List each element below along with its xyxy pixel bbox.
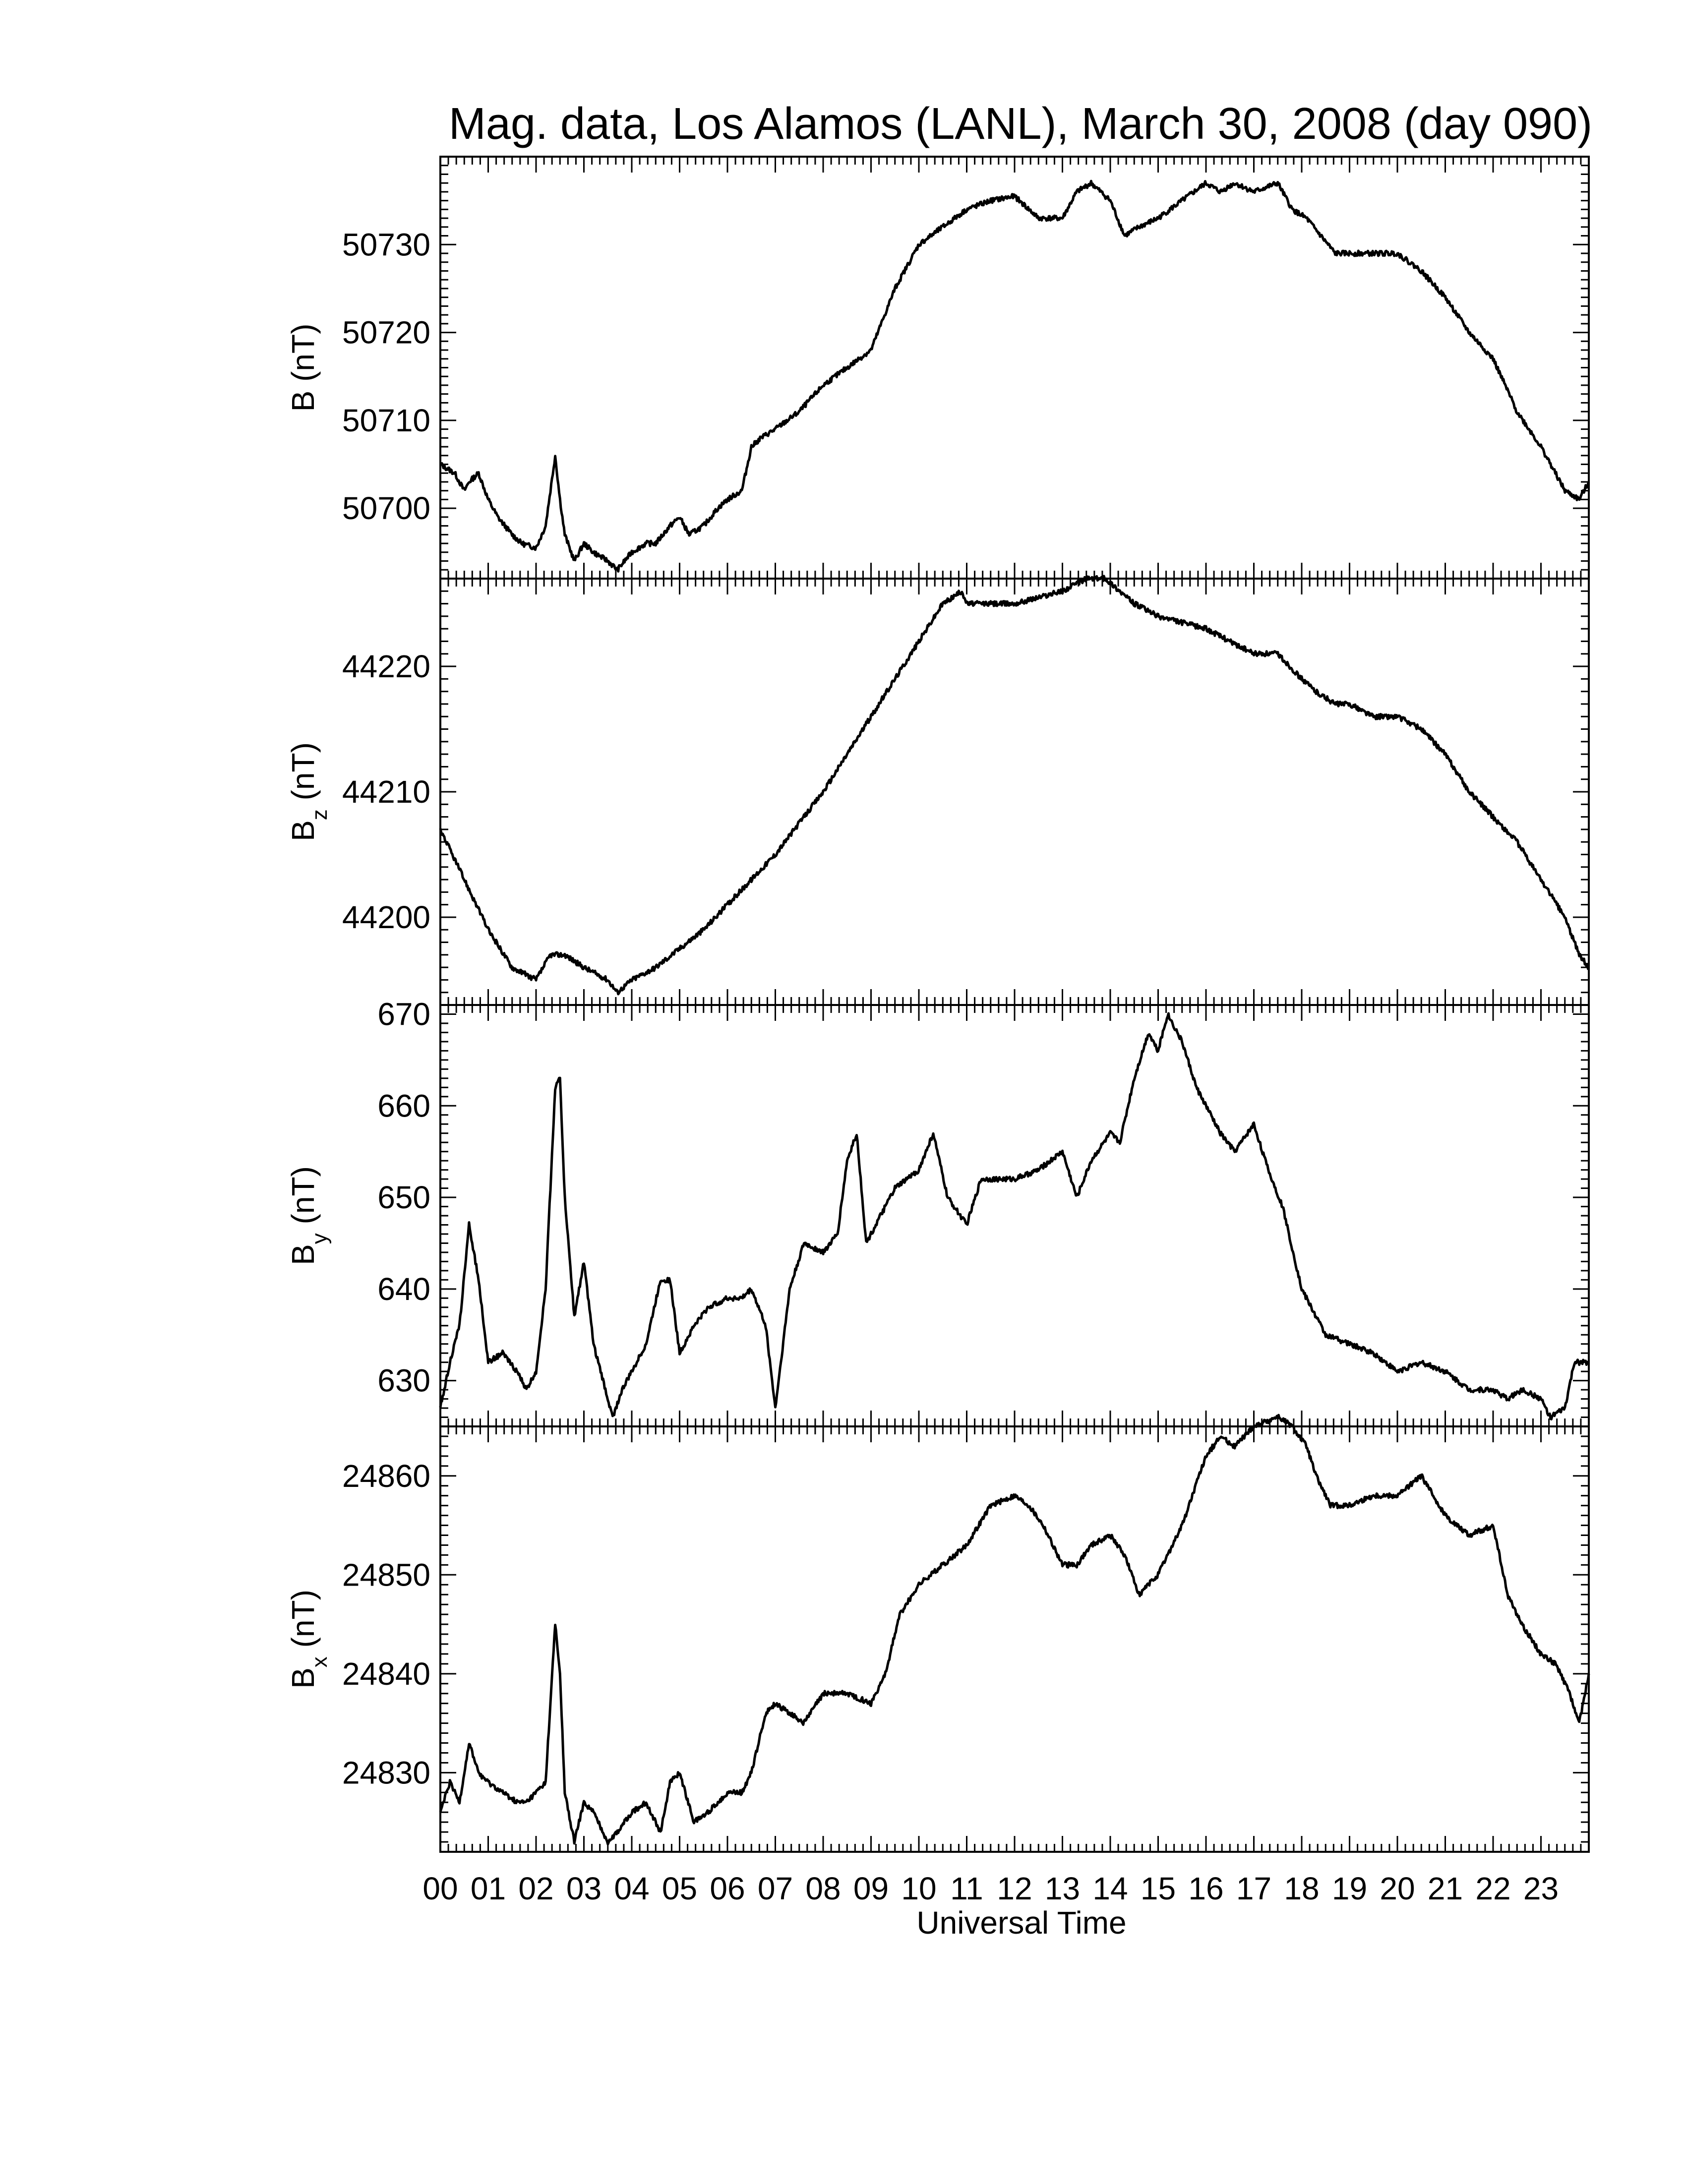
y-tick-label-bz: 44200 <box>342 899 430 935</box>
x-axis-title: Universal Time <box>916 1905 1126 1941</box>
y-axis-title-b-total: B (nT) <box>285 324 321 412</box>
y-tick-label-b-total: 50700 <box>342 490 430 526</box>
x-tick-label: 20 <box>1380 1871 1415 1906</box>
x-tick-label: 19 <box>1332 1871 1367 1906</box>
x-tick-label: 10 <box>901 1871 936 1906</box>
x-tick-label: 23 <box>1523 1871 1559 1906</box>
series-line-bx <box>439 1414 1590 1846</box>
x-tick-label: 21 <box>1428 1871 1463 1906</box>
y-tick-label-bx: 24840 <box>342 1656 430 1692</box>
x-tick-label: 08 <box>805 1871 841 1906</box>
x-tick-labels: 00 01 02 03 04 05 06 07 08 09 10 11 12 13 14 15 16 17 18 19… <box>422 1871 1559 1906</box>
y-axis-title-symbol: B <box>285 1667 321 1689</box>
x-tick-label: 12 <box>997 1871 1032 1906</box>
y-tick-label-b-total: 50710 <box>342 403 430 438</box>
x-tick-label: 13 <box>1045 1871 1080 1906</box>
plot-frame-bx <box>439 1425 1590 1853</box>
y-tick-label-by: 670 <box>377 996 430 1032</box>
y-tick-label-b-total: 50720 <box>342 315 430 351</box>
y-axis-title-by: By (nT) <box>285 1166 332 1265</box>
y-axis-title-symbol: B <box>285 391 321 412</box>
chart-title: Mag. data, Los Alamos (LANL), March 30, … <box>449 99 1592 149</box>
x-tick-label: 02 <box>518 1871 553 1906</box>
x-tick-label: 01 <box>471 1871 506 1906</box>
series-line-by <box>439 1012 1590 1420</box>
x-tick-label: 15 <box>1141 1871 1176 1906</box>
x-tick-label: 06 <box>710 1871 745 1906</box>
x-tick-label: 09 <box>853 1871 889 1906</box>
x-tick-label: 14 <box>1092 1871 1128 1906</box>
y-tick-label-bx: 24830 <box>342 1755 430 1790</box>
y-tick-label-by: 630 <box>377 1363 430 1399</box>
x-tick-label: 18 <box>1284 1871 1319 1906</box>
y-axis-title-subscript: z <box>307 809 332 820</box>
y-axis-title-unit: (nT) <box>285 742 321 809</box>
plot-frame-b-total <box>439 156 1590 580</box>
y-tick-label-bz: 44210 <box>342 774 430 810</box>
panel-b-total: 50700 50710 50720 50730 B (nT) <box>285 156 1590 580</box>
y-axis-title-unit: (nT) <box>285 1590 321 1656</box>
y-tick-label-bx: 24860 <box>342 1458 430 1494</box>
x-tick-label: 00 <box>422 1871 458 1906</box>
y-tick-label-b-total: 50730 <box>342 227 430 262</box>
y-tick-label-bz: 44220 <box>342 649 430 684</box>
series-line-b-total <box>439 179 1590 573</box>
y-tick-label-bx: 24850 <box>342 1557 430 1593</box>
plot-frame-bz <box>439 578 1590 1006</box>
y-axis-title-subscript: x <box>307 1656 332 1667</box>
series-line-bz <box>439 575 1590 996</box>
x-tick-label: 22 <box>1475 1871 1510 1906</box>
x-tick-label: 11 <box>950 1871 983 1906</box>
y-axis-title-subscript: y <box>307 1233 332 1244</box>
y-axis-title-unit: (nT) <box>285 1166 321 1233</box>
panel-bz: 44200 44210 44220 Bz (nT) <box>285 575 1590 1006</box>
y-axis-title-symbol: B <box>285 1244 321 1265</box>
panel-bx: 24830 24840 24850 24860 Bx (nT) <box>285 1414 1590 1853</box>
y-tick-label-by: 650 <box>377 1180 430 1215</box>
x-tick-label: 17 <box>1236 1871 1271 1906</box>
y-axis-title-bz: Bz (nT) <box>285 742 332 841</box>
y-axis-title-bx: Bx (nT) <box>285 1590 332 1689</box>
panel-by: 630 640 650 660 670 By (nT) <box>285 996 1590 1427</box>
y-axis-title-symbol: B <box>285 820 321 841</box>
x-tick-label: 07 <box>758 1871 793 1906</box>
x-tick-label: 04 <box>614 1871 649 1906</box>
x-tick-label: 16 <box>1188 1871 1223 1906</box>
y-tick-label-by: 660 <box>377 1088 430 1123</box>
y-tick-label-by: 640 <box>377 1271 430 1307</box>
y-axis-title-unit: (nT) <box>285 324 321 391</box>
x-tick-label: 05 <box>662 1871 697 1906</box>
x-tick-label: 03 <box>566 1871 602 1906</box>
